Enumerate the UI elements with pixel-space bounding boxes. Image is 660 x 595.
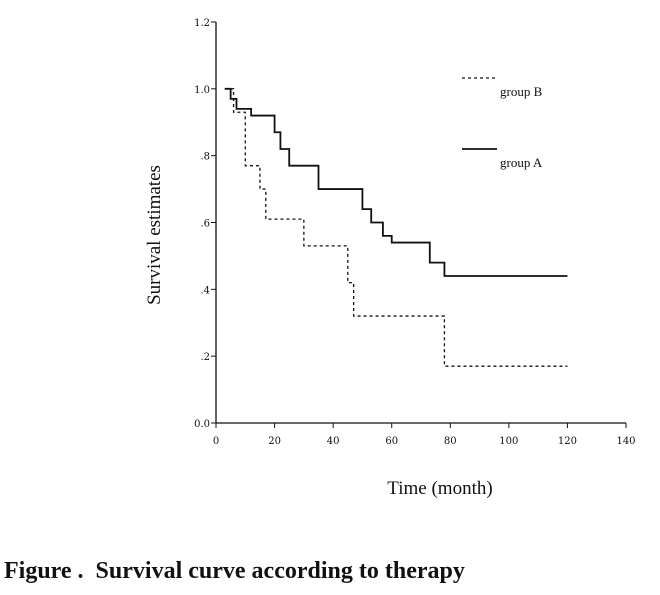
x-tick-label: 80 — [444, 436, 457, 447]
axes — [215, 22, 626, 424]
series-line-group-a — [224, 87, 568, 277]
y-tick-label: 1.0 — [194, 85, 210, 96]
series-line-group-b — [224, 88, 568, 367]
series-layer — [224, 87, 568, 367]
x-tick-label: 0 — [213, 436, 219, 447]
x-axis-title: Time (month) — [387, 478, 492, 499]
x-tick-label: 60 — [385, 436, 398, 447]
y-tick-label: .2 — [200, 352, 210, 363]
x-tick-label: 140 — [616, 436, 635, 447]
y-tick-label: .4 — [200, 285, 210, 296]
figure-caption: Figure . Survival curve according to the… — [4, 558, 465, 584]
y-tick-label: 0.0 — [194, 419, 210, 430]
legend: group B group A — [462, 77, 543, 170]
x-tick-label: 120 — [558, 436, 577, 447]
legend-label-group-b: group B — [500, 84, 543, 99]
x-tick-label: 20 — [268, 436, 281, 447]
y-axis-ticks: 0.0 .2 .4 .6 .8 1.0 1.2 — [194, 18, 216, 430]
x-tick-label: 100 — [499, 436, 518, 447]
y-axis-title: Survival estimates — [144, 165, 165, 305]
x-axis-ticks: 0 20 40 60 80 100 120 140 — [213, 423, 636, 447]
x-tick-label: 40 — [327, 436, 340, 447]
y-tick-label: .6 — [200, 219, 210, 230]
y-tick-label: 1.2 — [194, 18, 210, 29]
y-tick-label: .8 — [200, 152, 210, 163]
legend-label-group-a: group A — [500, 155, 543, 170]
